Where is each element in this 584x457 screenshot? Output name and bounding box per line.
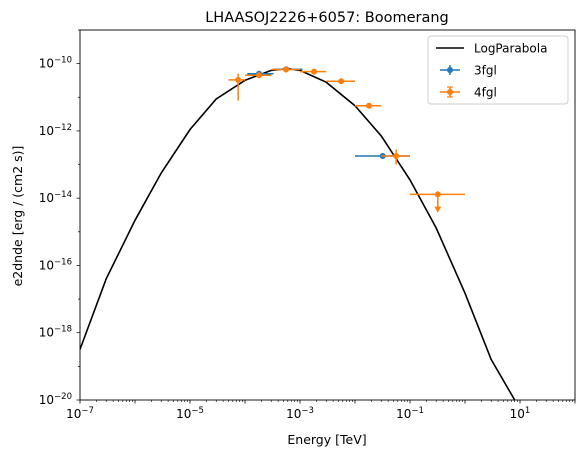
- logparabola-line: [80, 67, 516, 400]
- legend-label: LogParabola: [474, 42, 547, 56]
- chart-title: LHAASOJ2226+6057: Boomerang: [205, 10, 449, 26]
- tick-marks: 10−7 10−5 10−3 10−1 101 10−10 10−12 10−14 10−16 1…: [39, 29, 576, 421]
- legend: LogParabola 3fgl 4fgl: [427, 35, 569, 105]
- y-tick-label: 10−14: [39, 190, 72, 205]
- legend-label: 3fgl: [474, 64, 497, 78]
- y-tick-label: 10−12: [39, 123, 72, 138]
- y-axis-label: e2dnde [erg / (cm2 s)]: [10, 146, 25, 287]
- 4fgl-point: [311, 68, 318, 75]
- y-tick-label: 10−18: [39, 325, 72, 340]
- x-tick-label: 10−5: [176, 406, 204, 421]
- logparabola-curve: [80, 67, 516, 400]
- errorbars: [228, 66, 465, 213]
- x-tick-label: 10−1: [396, 406, 424, 421]
- y-tick-label: 10−16: [39, 257, 72, 272]
- axes-frame: [79, 29, 576, 401]
- plot-area-border: [79, 29, 576, 401]
- 4fgl-point: [393, 152, 400, 159]
- x-axis-label: Energy [TeV]: [287, 432, 366, 447]
- legend-label: 4fgl: [474, 86, 497, 100]
- legend-point-marker: [447, 67, 453, 73]
- x-tick-label: 101: [510, 406, 531, 421]
- legend-point-marker: [447, 89, 453, 95]
- x-tick-label: 10−7: [66, 406, 94, 421]
- y-tick-label: 10−20: [39, 392, 72, 407]
- y-tick-label: 10−10: [39, 56, 72, 71]
- 4fgl-point: [235, 76, 242, 83]
- 4fgl-point: [434, 191, 441, 198]
- 4fgl-point: [338, 78, 345, 85]
- 4fgl-point: [256, 72, 263, 79]
- 4fgl-upper-limit-arrow: [434, 206, 442, 213]
- x-tick-label: 10−3: [286, 406, 314, 421]
- 4fgl-point: [283, 66, 290, 73]
- legend-box: [427, 35, 569, 105]
- 4fgl-point: [366, 102, 373, 109]
